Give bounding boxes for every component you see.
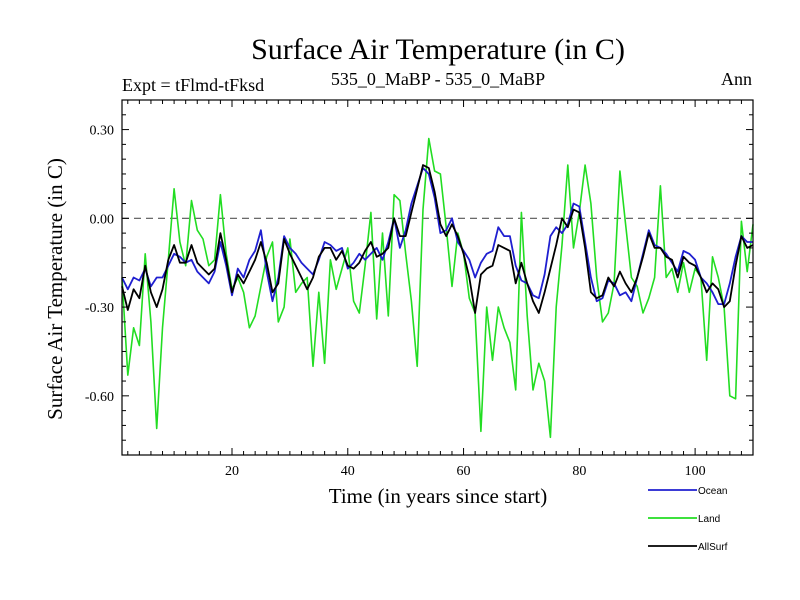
y-tick-label: -0.30 bbox=[85, 301, 114, 316]
series-line-allsurf bbox=[121, 164, 754, 314]
y-tick-label: -0.60 bbox=[85, 390, 114, 405]
chart-subtitle-left: Expt = tFlmd-tFksd bbox=[122, 75, 264, 95]
y-tick-label: 0.00 bbox=[90, 212, 115, 227]
x-tick-label: 20 bbox=[225, 464, 239, 479]
x-tick-label: 40 bbox=[341, 464, 355, 479]
x-tick-label: 80 bbox=[572, 464, 586, 479]
x-axis-label: Time (in years since start) bbox=[329, 484, 548, 508]
y-axis-label: Surface Air Temperature (in C) bbox=[43, 158, 67, 420]
legend: Ocean Land AllSurf bbox=[648, 486, 728, 553]
plot-frame bbox=[121, 99, 754, 456]
series-line-land bbox=[121, 137, 754, 439]
legend-label-ocean: Ocean bbox=[698, 486, 727, 497]
chart-subtitle-center: 535_0_MaBP - 535_0_MaBP bbox=[331, 69, 545, 89]
x-tick-label: 60 bbox=[457, 464, 471, 479]
x-tick-label: 100 bbox=[685, 464, 706, 479]
chart-subtitle-right: Ann bbox=[721, 69, 752, 89]
chart-title: Surface Air Temperature (in C) bbox=[251, 33, 625, 66]
legend-label-land: Land bbox=[698, 514, 720, 525]
plot-area: 20 40 60 80 100 0.30 0.00 -0.30 -0.60 bbox=[85, 99, 754, 479]
legend-label-allsurf: AllSurf bbox=[698, 542, 728, 553]
y-tick-label: 0.30 bbox=[90, 124, 115, 139]
